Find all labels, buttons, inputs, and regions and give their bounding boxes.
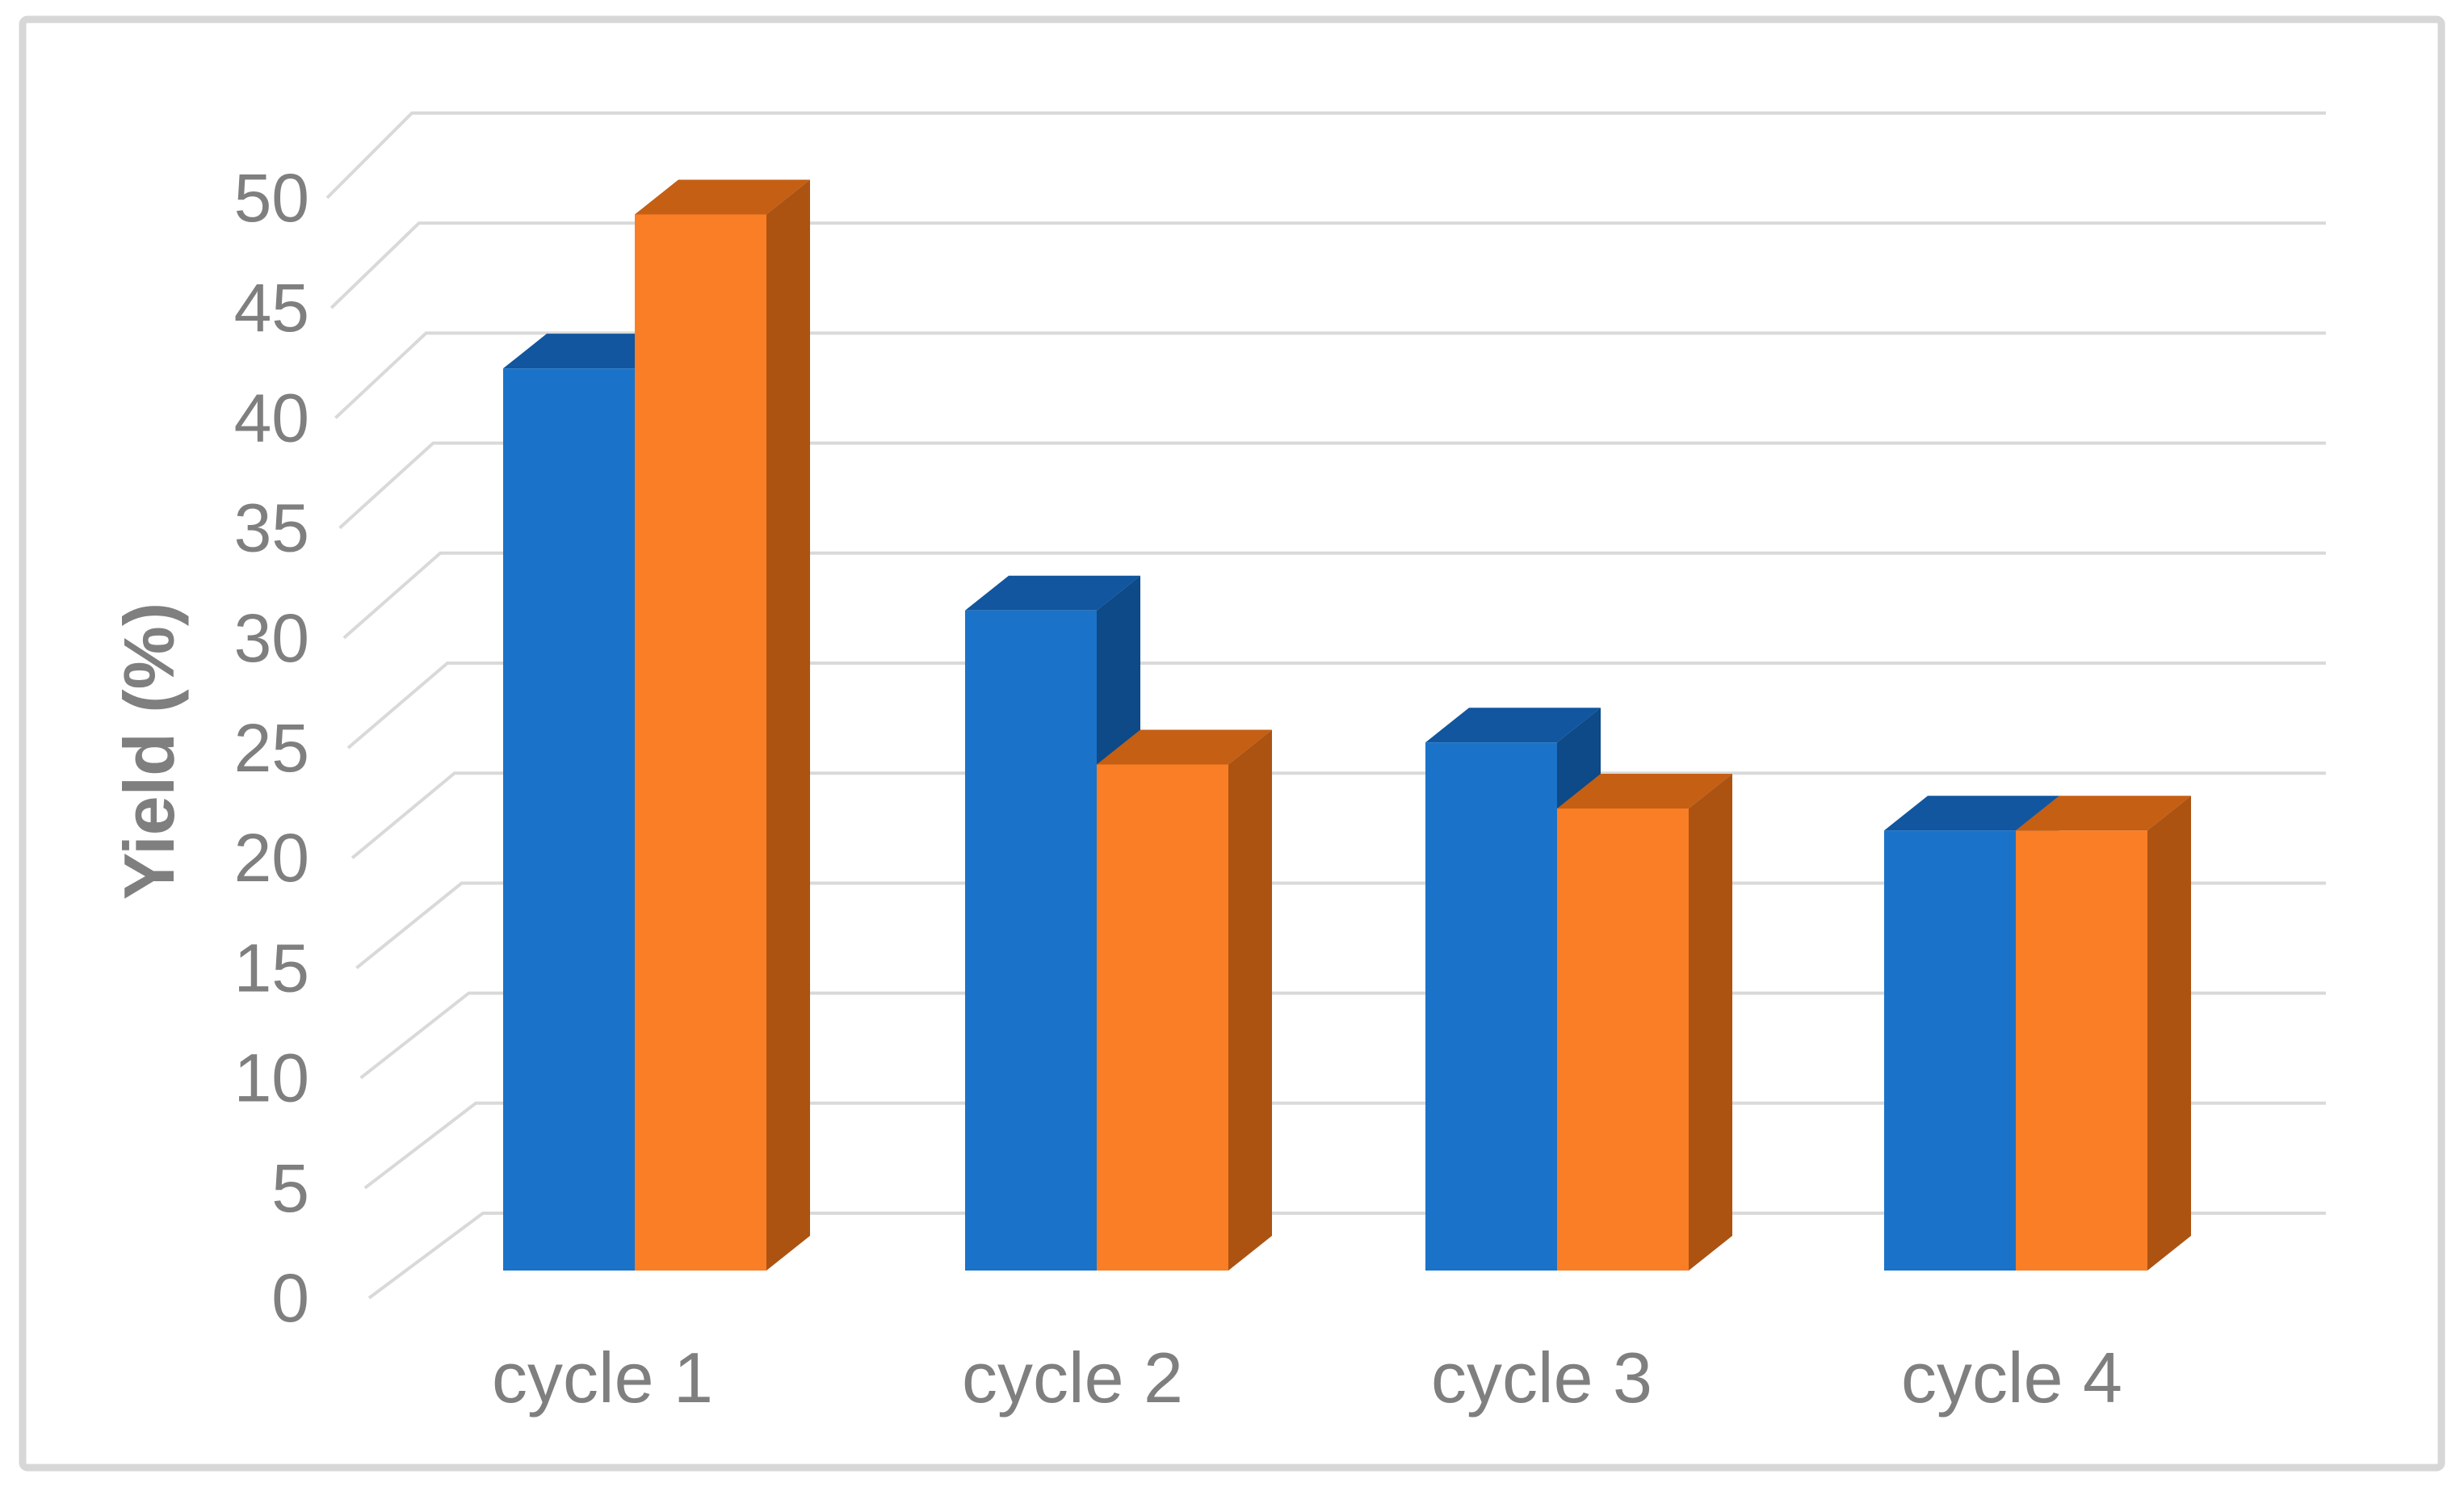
bar-orange-series-front-face (1557, 808, 1689, 1271)
gridline (346, 662, 2326, 750)
category-label: cycle 2 (962, 1338, 1183, 1418)
gridline (342, 551, 2326, 640)
gridline (334, 331, 2326, 419)
category-labels-group: cycle 1 cycle 2 cycle 3 cycle 4 (492, 1338, 2122, 1418)
bar-orange-series-front-face (1097, 764, 1228, 1271)
bar-orange-series-side-face (766, 179, 810, 1271)
y-tick-label: 25 (234, 710, 309, 786)
y-tick-label: 15 (234, 930, 309, 1006)
gridline (351, 771, 2326, 859)
gridline (338, 441, 2326, 530)
y-tick-label: 35 (234, 490, 309, 566)
bar-blue-series-front-face (965, 610, 1097, 1271)
bar-orange-series-side-face (2147, 796, 2191, 1271)
gridline (330, 221, 2326, 309)
gridlines-group (325, 111, 2326, 1300)
y-axis-title: Yield (%) (109, 603, 189, 900)
bar-orange-series-side-face (1228, 729, 1272, 1271)
bar-blue-series-top-face (1425, 708, 1601, 743)
y-tick-label: 45 (234, 270, 309, 346)
gridline (325, 111, 2326, 200)
category-label: cycle 1 (492, 1338, 713, 1418)
y-tick-label: 20 (234, 820, 309, 896)
bar-orange-series-side-face (1689, 773, 1732, 1271)
y-tick-label: 10 (234, 1040, 309, 1116)
bar-orange-series-top-face (2016, 796, 2191, 831)
bar-blue-series-top-face (503, 334, 678, 369)
bar-blue-series-top-face (965, 575, 1140, 611)
bar-orange-series-top-face (635, 179, 810, 215)
bar-blue-series-top-face (1884, 796, 2059, 831)
bar-orange-series-top-face (1097, 729, 1272, 765)
figure-border (19, 15, 2445, 1472)
y-tick-label: 30 (234, 600, 309, 676)
bar-blue-series-front-face (503, 368, 635, 1271)
y-tick-labels-group: 0 5 10 15 20 25 30 35 40 45 50 (234, 160, 309, 1336)
bar-blue-series-front-face (1884, 830, 2016, 1271)
bars-group (503, 179, 2191, 1271)
bar-orange-series-top-face (1557, 773, 1732, 809)
category-label: cycle 3 (1431, 1338, 1652, 1418)
bar-blue-series-front-face (1425, 742, 1557, 1271)
y-tick-label: 50 (234, 160, 309, 236)
y-tick-label: 5 (271, 1150, 309, 1226)
y-tick-label: 0 (271, 1260, 309, 1336)
category-label: cycle 4 (1901, 1338, 2122, 1418)
y-tick-label: 40 (234, 380, 309, 456)
bar-orange-series-front-face (2016, 830, 2147, 1271)
bar-orange-series-front-face (635, 214, 766, 1271)
